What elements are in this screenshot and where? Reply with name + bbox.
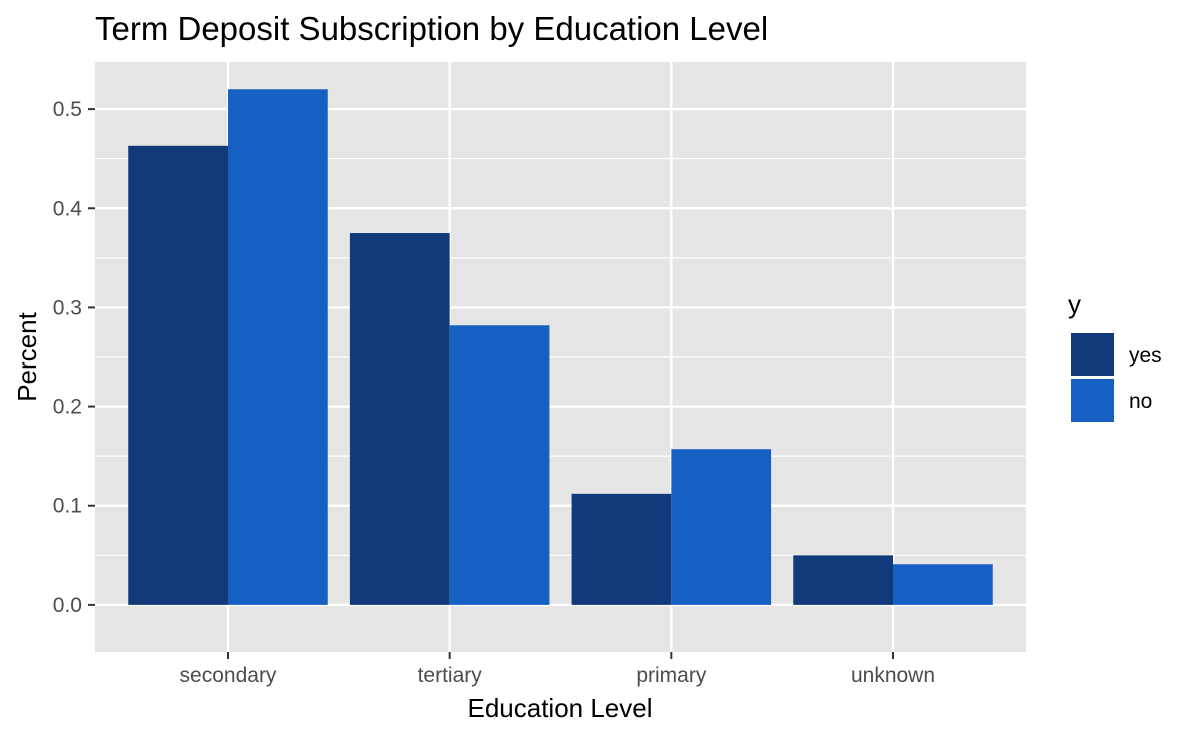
y-tick-label: 0.1 [53, 495, 82, 518]
x-tick-label: unknown [851, 664, 935, 687]
chart-title: Term Deposit Subscription by Education L… [95, 10, 768, 47]
y-tick-label: 0.2 [53, 396, 82, 419]
y-axis: 0.0 0.1 0.2 0.3 0.4 0.5 [53, 98, 95, 617]
x-tick-label: secondary [180, 664, 277, 687]
legend-label-no: no [1129, 390, 1152, 413]
x-axis: secondary tertiary primary unknown [180, 652, 935, 687]
bar-no-unknown [893, 564, 993, 605]
y-tick-label: 0.3 [53, 296, 82, 319]
legend-label-yes: yes [1129, 344, 1162, 367]
bar-no-tertiary [449, 325, 550, 605]
bar-yes-primary [571, 493, 672, 605]
bar-no-primary [671, 449, 772, 605]
x-axis-title: Education Level [467, 693, 652, 723]
x-tick-label: primary [636, 664, 707, 687]
bar-no-secondary [228, 89, 328, 605]
legend-key-yes [1071, 333, 1114, 376]
bars [128, 89, 993, 605]
legend-key-no [1071, 379, 1114, 422]
y-tick-label: 0.4 [53, 197, 83, 220]
bar-yes-tertiary [349, 233, 450, 605]
y-axis-title: Percent [12, 311, 42, 401]
bar-yes-unknown [793, 555, 893, 605]
legend-title: y [1068, 289, 1081, 319]
y-tick-label: 0.0 [53, 594, 82, 617]
legend: y yes no [1068, 289, 1162, 422]
y-tick-label: 0.5 [53, 98, 82, 121]
bar-yes-secondary [128, 145, 228, 605]
x-tick-label: tertiary [418, 664, 483, 687]
